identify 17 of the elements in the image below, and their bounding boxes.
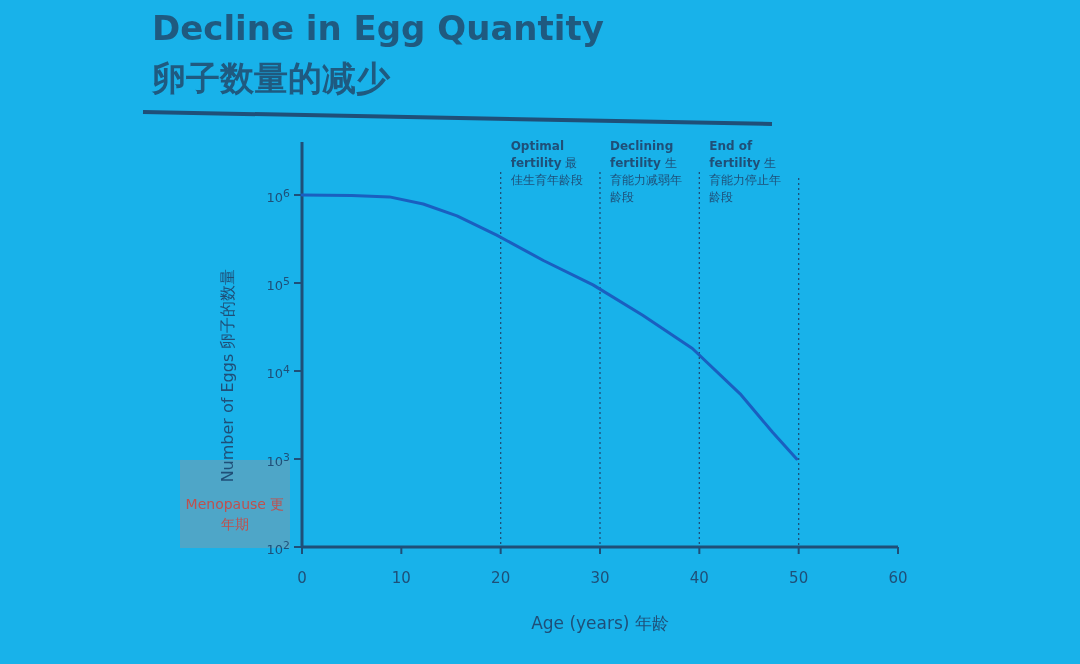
xtick: 20 — [490, 569, 512, 587]
xtick: 50 — [788, 569, 810, 587]
line-series — [300, 193, 799, 461]
ytick: 10$^{5}$ — [265, 274, 290, 296]
xlabel: Age (years) 年龄 — [530, 612, 670, 635]
ytick: 10$^{3}$ — [265, 450, 290, 472]
title: Decline in Egg Quantity — [152, 8, 604, 48]
ytick: 10$^{2}$ — [265, 538, 290, 560]
ytick: 10$^{6}$ — [265, 185, 290, 208]
xtick: 60 — [887, 569, 909, 587]
xtick: 40 — [688, 569, 710, 587]
ytick: 10$^{4}$ — [265, 362, 290, 384]
xtick: 30 — [589, 569, 611, 587]
ylabel: Number of Eggs 卵子的数量 — [217, 267, 238, 484]
xtick: 0 — [296, 569, 308, 587]
subtitle: 卵子数量的减少 — [152, 57, 390, 100]
xtick: 10 — [390, 569, 412, 587]
